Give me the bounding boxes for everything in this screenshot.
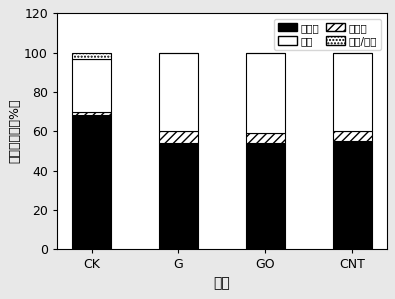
- Bar: [72, 59, 111, 112]
- Bar: [72, 115, 111, 249]
- Bar: [72, 112, 111, 115]
- Legend: 食细菌, 植食, 食真菌, 捕食/杂食: 食细菌, 植食, 食真菌, 捕食/杂食: [274, 19, 382, 50]
- Bar: [246, 53, 285, 133]
- Bar: [333, 53, 372, 131]
- Bar: [159, 131, 198, 143]
- Bar: [159, 143, 198, 249]
- Bar: [333, 131, 372, 141]
- Bar: [72, 53, 111, 59]
- Y-axis label: 类群组成比（%）: 类群组成比（%）: [8, 99, 21, 164]
- Bar: [246, 133, 285, 143]
- Bar: [333, 141, 372, 249]
- Bar: [246, 143, 285, 249]
- X-axis label: 处理: 处理: [213, 277, 230, 291]
- Bar: [159, 53, 198, 131]
